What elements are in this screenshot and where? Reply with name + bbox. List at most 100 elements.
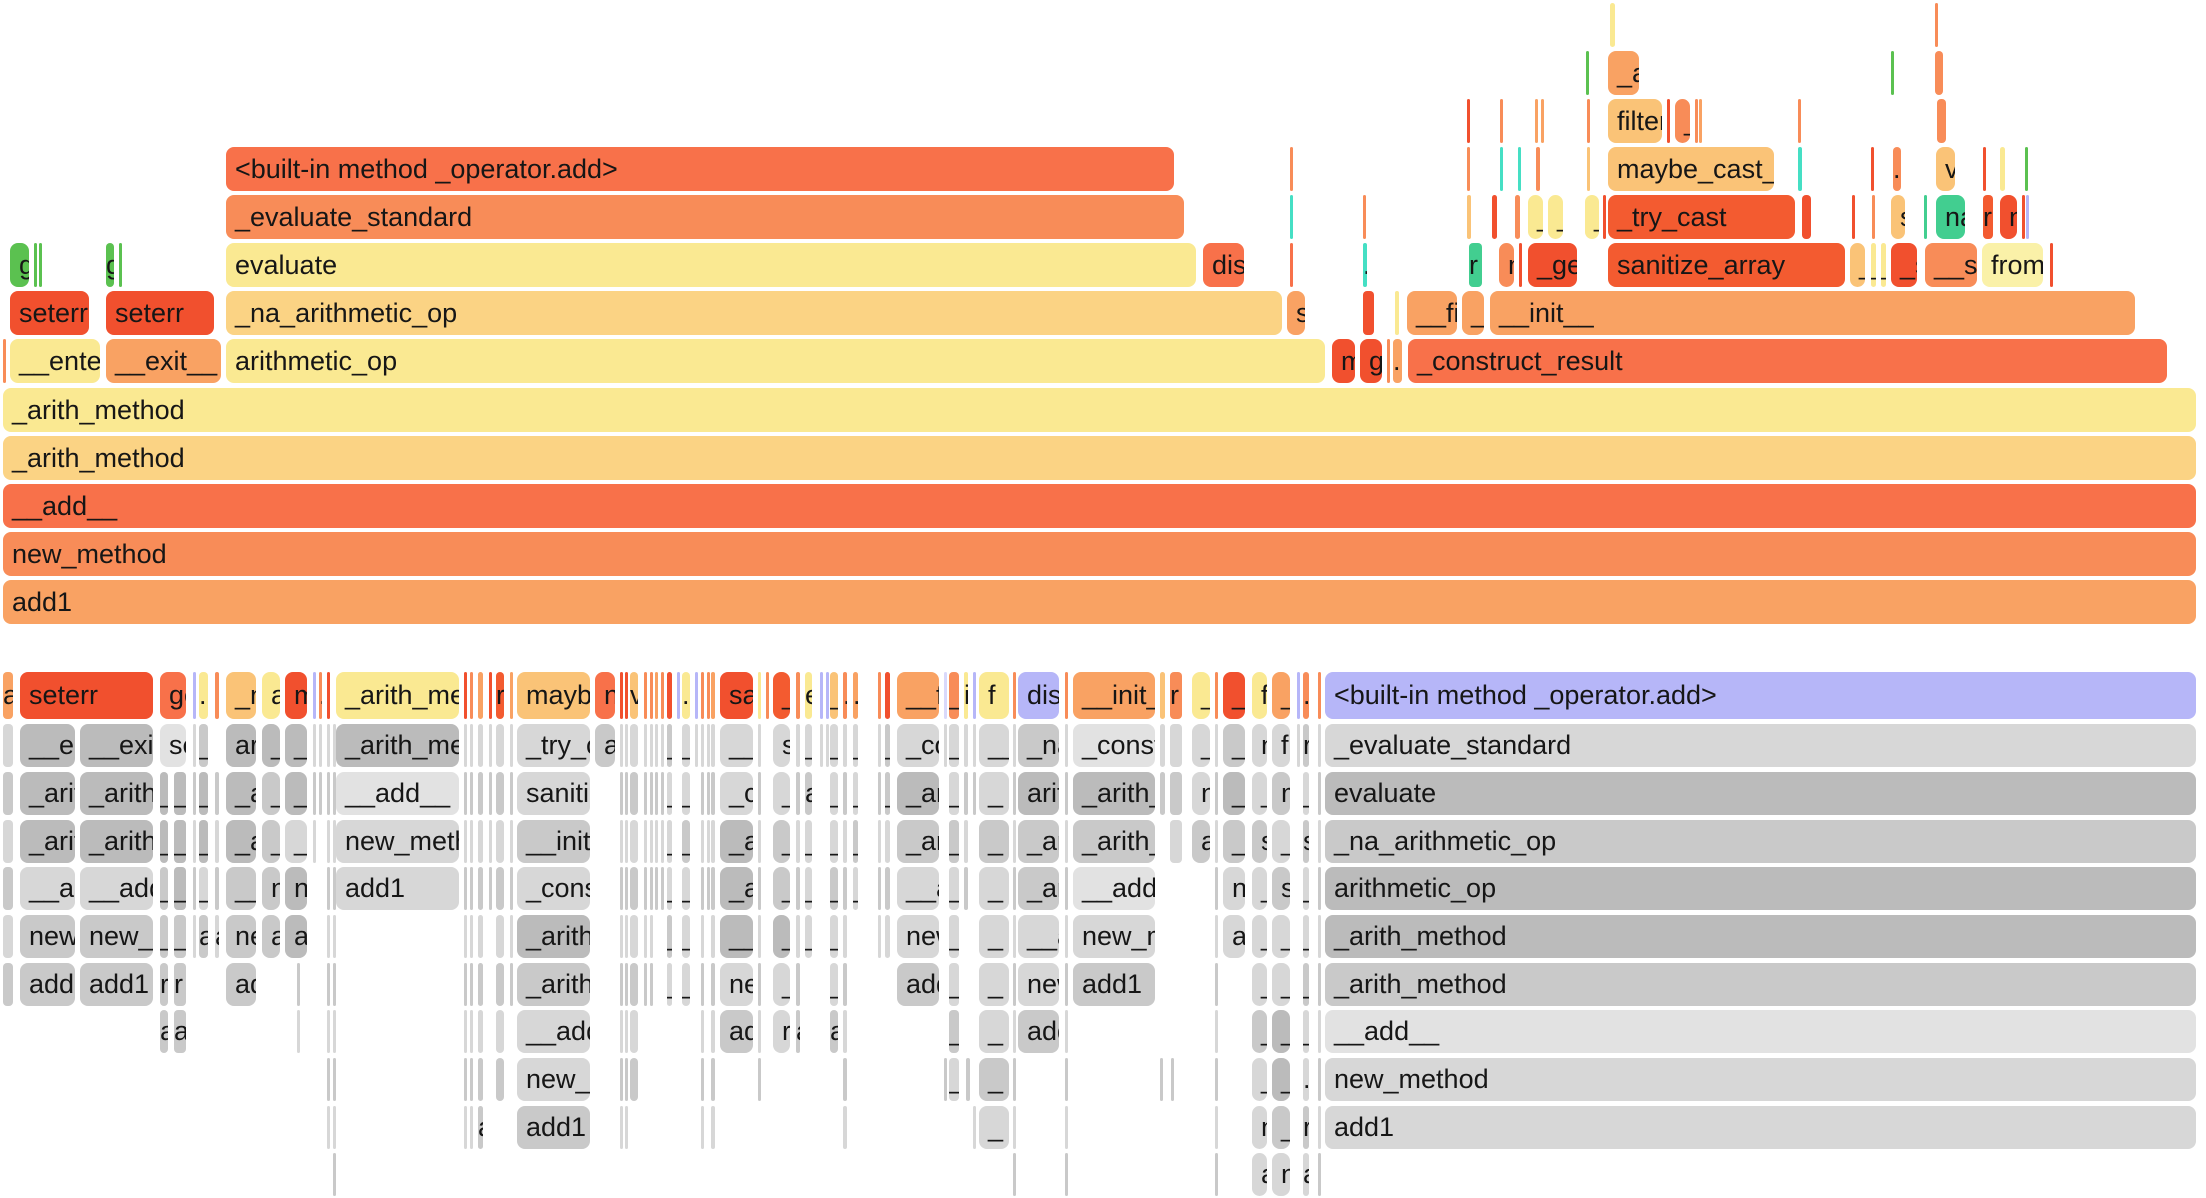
bottom-frame-sliver[interactable] [3, 867, 13, 910]
bottom-frame-sliver[interactable] [489, 772, 492, 815]
bottom-frame-sliver[interactable] [470, 867, 473, 910]
bottom-frame-sliver[interactable] [1065, 1058, 1068, 1101]
bottom-frame-cell[interactable]: a [262, 915, 280, 958]
bottom-frame-cell[interactable]: _ [667, 915, 672, 958]
top-frame-bar[interactable] [2000, 147, 2005, 191]
bottom-frame-sliver[interactable] [464, 772, 467, 815]
top-frame-bar[interactable] [1935, 51, 1943, 95]
bottom-frame-sliver[interactable] [707, 820, 710, 863]
top-frame-bar[interactable]: seterr [10, 291, 89, 335]
bottom-frame-cell[interactable]: n [1272, 1153, 1290, 1196]
bottom-frame-cell[interactable]: _ [667, 820, 672, 863]
bottom-frame-sliver[interactable] [701, 772, 704, 815]
bottom-frame-sliver[interactable] [843, 724, 847, 767]
bottom-frame-cell[interactable]: _ [160, 772, 168, 815]
bottom-frame-sliver[interactable] [215, 820, 219, 863]
bottom-frame-cell[interactable]: _ [682, 963, 690, 1006]
bottom-frame-header[interactable] [1215, 672, 1218, 719]
bottom-frame-cell[interactable]: _ [199, 867, 208, 910]
bottom-frame-header[interactable] [667, 672, 672, 719]
bottom-frame-cell[interactable]: ne [285, 867, 307, 910]
bottom-frame-cell[interactable]: _a [285, 772, 307, 815]
bottom-frame-cell[interactable]: _ [1252, 963, 1267, 1006]
top-frame-bar[interactable]: filter [1608, 99, 1662, 143]
bottom-frame-cell[interactable]: _ [1252, 772, 1267, 815]
bottom-frame-sliver[interactable] [1318, 915, 1321, 958]
bottom-frame-sliver[interactable] [496, 1010, 504, 1053]
top-frame-bar[interactable]: arithmetic_op [226, 339, 1325, 383]
bottom-frame-sliver[interactable] [630, 772, 638, 815]
bottom-frame-sliver[interactable] [630, 724, 638, 767]
bottom-frame-sliver[interactable] [489, 724, 492, 767]
top-frame-bar[interactable]: _s [1891, 243, 1917, 287]
bottom-frame-sliver[interactable] [655, 772, 658, 815]
bottom-frame-cell[interactable]: _ [682, 772, 690, 815]
bottom-frame-sliver[interactable] [470, 1106, 473, 1149]
bottom-frame-cell[interactable]: r [1303, 1106, 1309, 1149]
bottom-frame-header[interactable]: maybe_cast_to [517, 672, 590, 719]
bottom-frame-cell[interactable]: a [796, 1010, 800, 1053]
top-frame-bar[interactable] [1395, 291, 1399, 335]
bottom-frame-header[interactable]: _ [949, 672, 959, 719]
bottom-frame-sliver[interactable] [333, 724, 336, 767]
bottom-frame-sliver[interactable] [1318, 1106, 1321, 1149]
bottom-frame-cell[interactable]: _ [979, 963, 1009, 1006]
bottom-frame-sliver[interactable] [758, 867, 761, 910]
bottom-frame-header[interactable]: ge [160, 672, 186, 719]
bottom-frame-sliver[interactable] [966, 1058, 970, 1101]
top-frame-bar[interactable]: _ [1585, 195, 1599, 239]
bottom-frame-cell[interactable]: __ [1223, 820, 1245, 863]
top-frame-bar[interactable]: _ [1675, 99, 1690, 143]
bottom-frame-header[interactable] [193, 672, 196, 719]
top-frame-bar[interactable] [1699, 99, 1702, 143]
bottom-frame-cell[interactable]: _ [853, 772, 858, 815]
bottom-frame-header[interactable] [620, 672, 623, 719]
bottom-frame-sliver[interactable] [650, 724, 653, 767]
bottom-frame-sliver[interactable] [510, 820, 513, 863]
bottom-frame-cell[interactable]: ne [1223, 867, 1245, 910]
bottom-frame-cell[interactable]: a [1252, 1153, 1267, 1196]
bottom-frame-cell[interactable]: __add__ [20, 867, 75, 910]
bottom-frame-cell[interactable]: new_method [80, 915, 153, 958]
bottom-frame-sliver[interactable] [964, 820, 968, 863]
bottom-frame-sliver[interactable] [496, 867, 504, 910]
bottom-frame-cell[interactable]: a [199, 915, 208, 958]
bottom-frame-sliver[interactable] [327, 1106, 330, 1149]
bottom-frame-sliver[interactable] [625, 1058, 628, 1101]
bottom-frame-cell[interactable]: _arith_method [897, 772, 939, 815]
bottom-frame-sliver[interactable] [193, 724, 196, 767]
bottom-frame-cell[interactable]: s [773, 724, 790, 767]
bottom-frame-sliver[interactable] [661, 724, 664, 767]
bottom-frame-sliver[interactable] [464, 1058, 467, 1101]
top-frame-bar[interactable]: . [1363, 243, 1367, 287]
bottom-frame-cell[interactable]: n [262, 867, 280, 910]
bottom-frame-sliver[interactable] [327, 1010, 330, 1053]
bottom-frame-cell[interactable]: _ [979, 1058, 1009, 1101]
bottom-frame-cell[interactable]: new_method [20, 915, 75, 958]
top-frame-bar[interactable]: . [1393, 339, 1402, 383]
bottom-frame-cell[interactable]: _ [1272, 963, 1290, 1006]
top-frame-bar[interactable]: sanitize_array [1608, 243, 1845, 287]
bottom-frame-cell[interactable]: s [1303, 820, 1309, 863]
bottom-frame-sliver[interactable] [620, 772, 623, 815]
bottom-frame-cell[interactable]: r [1303, 724, 1309, 767]
bottom-frame-sliver[interactable] [470, 820, 473, 863]
bottom-frame-sliver[interactable] [707, 867, 710, 910]
bottom-frame-cell[interactable]: s [1252, 820, 1267, 863]
bottom-frame-sliver[interactable] [796, 820, 800, 863]
bottom-frame-sliver[interactable] [711, 1058, 715, 1101]
bottom-frame-cell[interactable]: new_method [720, 963, 753, 1006]
bottom-frame-sliver[interactable] [297, 1010, 300, 1053]
bottom-frame-sliver[interactable] [843, 1058, 847, 1101]
bottom-frame-sliver[interactable] [327, 915, 330, 958]
bottom-frame-sliver[interactable] [470, 1058, 473, 1101]
bottom-frame-cell[interactable]: _na_arithmetic_op [1018, 724, 1059, 767]
top-frame-bar[interactable]: g [106, 243, 114, 287]
top-frame-bar[interactable] [1937, 99, 1946, 143]
bottom-frame-sliver[interactable] [620, 915, 623, 958]
bottom-frame-sliver[interactable] [333, 867, 336, 910]
bottom-frame-cell[interactable]: _construct_result [517, 867, 590, 910]
bottom-frame-sliver[interactable] [1215, 724, 1218, 767]
bottom-frame-sliver[interactable] [3, 915, 13, 958]
bottom-frame-sliver[interactable] [630, 1058, 638, 1101]
